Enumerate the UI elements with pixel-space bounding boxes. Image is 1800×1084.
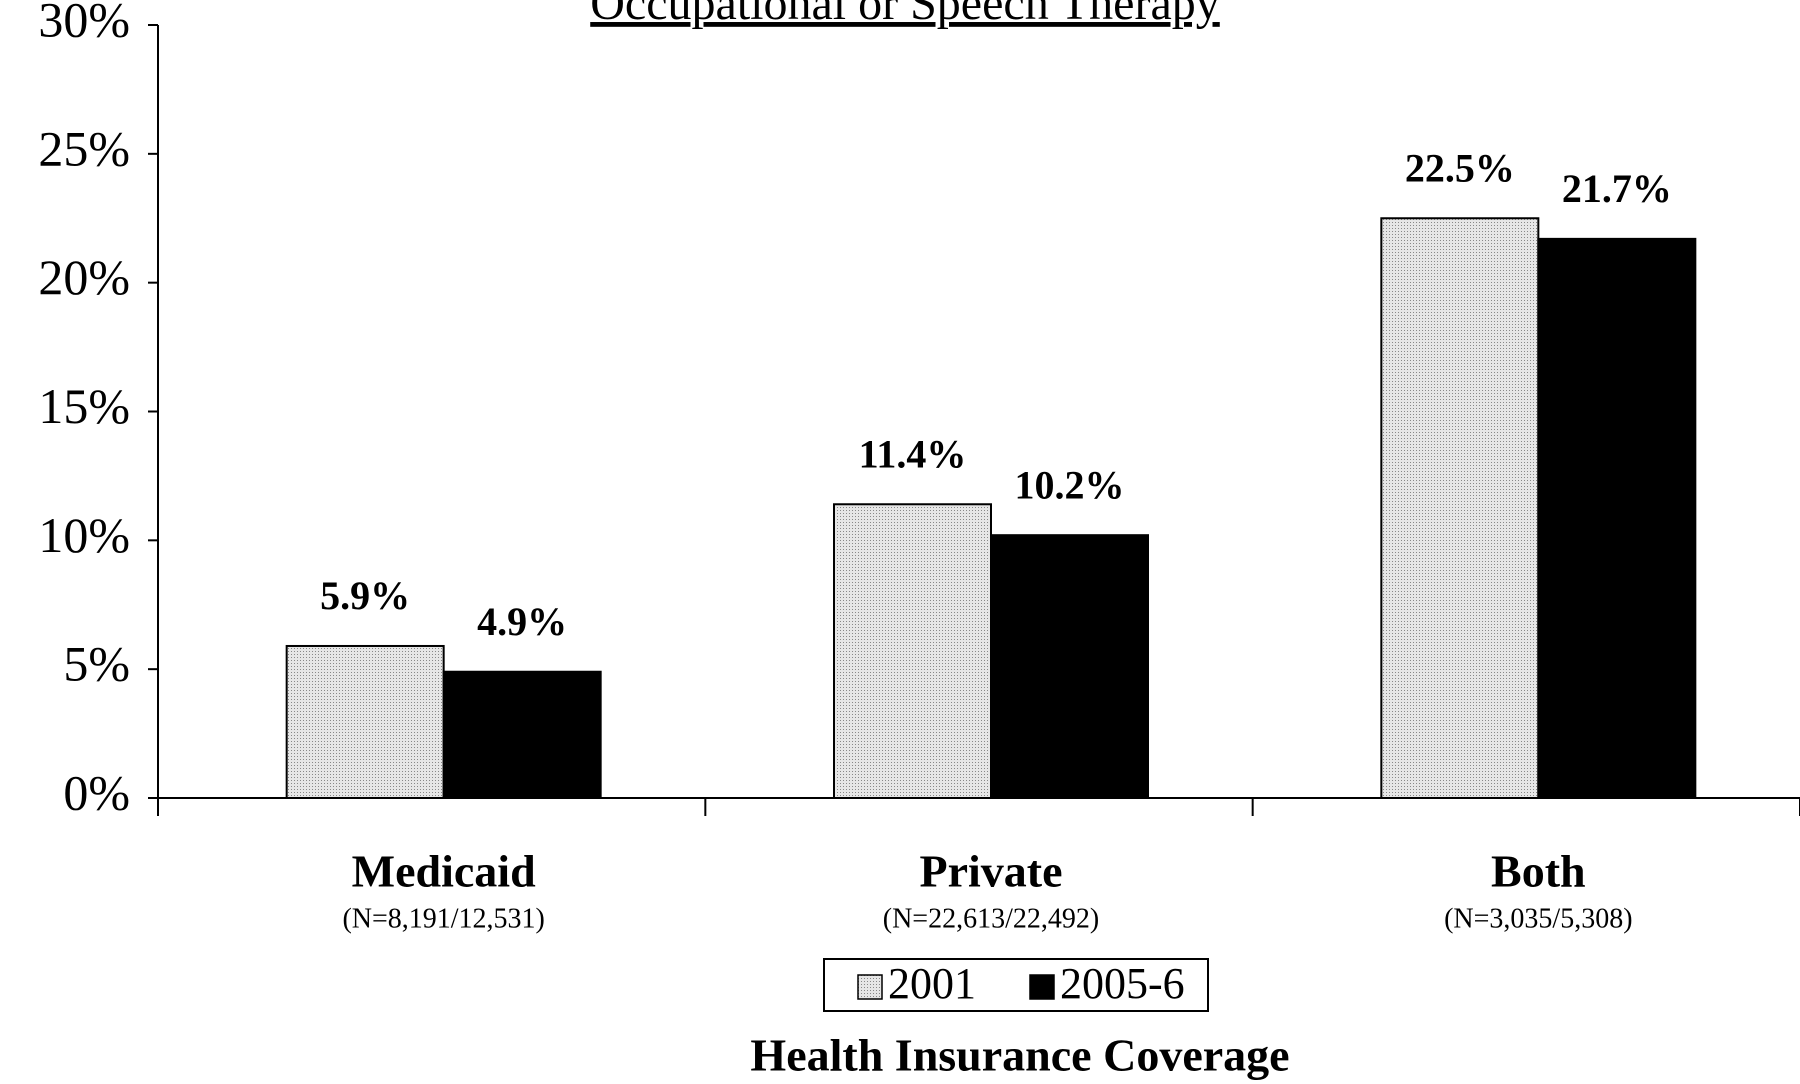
bar xyxy=(285,644,445,800)
value-label: 5.9% xyxy=(320,573,410,618)
y-tick-label: 15% xyxy=(38,378,130,434)
y-tick-label: 0% xyxy=(63,764,130,820)
value-label: 4.9% xyxy=(477,599,567,644)
legend-label: 2005-6 xyxy=(1060,959,1185,1008)
bar xyxy=(833,503,992,799)
y-tick-label: 30% xyxy=(38,0,130,47)
x-tick-label: Private xyxy=(919,846,1062,897)
bar xyxy=(442,670,602,800)
x-axis-label: Health Insurance Coverage xyxy=(750,1030,1289,1081)
y-tick-label: 20% xyxy=(38,249,130,305)
category-note: (N=3,035/5,308) xyxy=(1444,903,1632,934)
legend-swatch xyxy=(1029,974,1055,1000)
category-note: (N=22,613/22,492) xyxy=(883,903,1099,934)
legend-label: 2001 xyxy=(888,959,976,1008)
legend-swatch xyxy=(857,974,883,1000)
y-tick-label: 5% xyxy=(63,636,130,692)
bar xyxy=(1380,217,1540,799)
value-label: 11.4% xyxy=(859,431,967,476)
legend-box xyxy=(823,958,1209,1012)
x-tick-label: Medicaid xyxy=(352,846,536,897)
value-label: 21.7% xyxy=(1562,166,1672,211)
x-tick-label: Both xyxy=(1491,846,1586,897)
y-tick-label: 25% xyxy=(38,120,130,176)
y-tick-label: 10% xyxy=(38,507,130,563)
bar xyxy=(990,534,1149,799)
chart-title: Occupational or Speech Therapy xyxy=(590,0,1220,30)
value-label: 10.2% xyxy=(1015,462,1125,507)
bar xyxy=(1537,237,1697,799)
category-note: (N=8,191/12,531) xyxy=(342,903,544,934)
value-label: 22.5% xyxy=(1405,145,1515,190)
